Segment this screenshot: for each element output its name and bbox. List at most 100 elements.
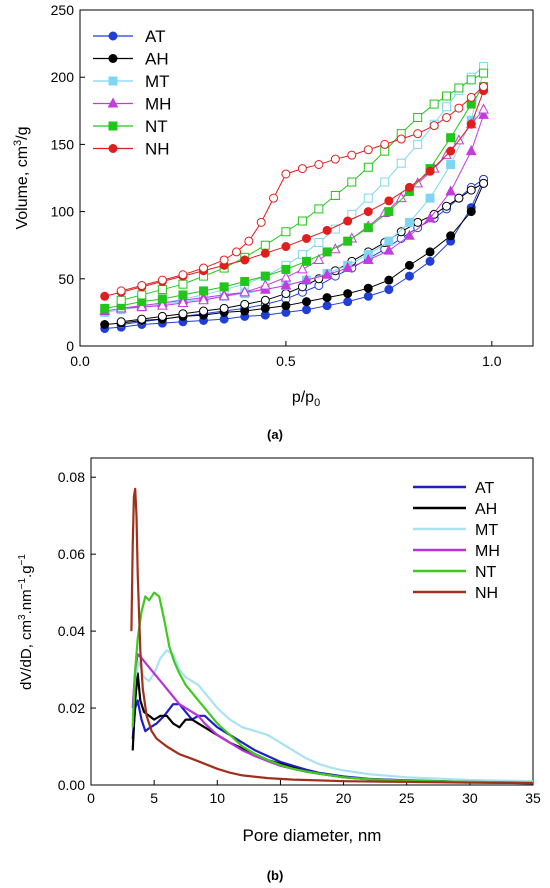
NT-desorption-point bbox=[347, 177, 357, 187]
AT-adsorption-point bbox=[404, 271, 414, 281]
y-tick-label: 50 bbox=[58, 271, 74, 287]
legend-a-label: NT bbox=[145, 117, 168, 136]
AH-adsorption-point bbox=[425, 247, 435, 257]
NT-desorption-point bbox=[157, 285, 167, 295]
AT-adsorption-point bbox=[343, 297, 353, 307]
AH-desorption-point bbox=[479, 178, 489, 188]
legend-a-label: NH bbox=[145, 140, 170, 159]
AT-desorption-line bbox=[121, 178, 484, 325]
x-tick-label: 30 bbox=[462, 790, 478, 806]
AH-desorption-point bbox=[454, 193, 464, 203]
chart-a-frame bbox=[79, 9, 534, 347]
legend-a-label: MH bbox=[145, 95, 171, 114]
MT-desorption-line bbox=[121, 66, 484, 309]
x-tick-label: 10 bbox=[209, 790, 225, 806]
legend-a-marker bbox=[107, 97, 119, 108]
chart-b-legend: AT AH MT MH NT NH bbox=[413, 480, 500, 602]
NT-desorption-point bbox=[466, 75, 476, 85]
NH-desorption-point bbox=[116, 286, 126, 296]
NT-desorption-point bbox=[137, 290, 147, 300]
AH-desorption-point bbox=[178, 309, 188, 319]
legend-a-marker bbox=[108, 76, 118, 86]
NT-adsorption-point bbox=[219, 282, 229, 292]
NH-desorption-point bbox=[256, 217, 266, 227]
AT-adsorption-point bbox=[302, 305, 311, 315]
AH-adsorption-point bbox=[260, 303, 270, 313]
series-MT-line bbox=[131, 649, 534, 783]
y-tick-label: 0.08 bbox=[58, 469, 85, 485]
MH-desorption-point bbox=[259, 279, 271, 290]
series-AH-line bbox=[131, 672, 534, 785]
y-tick-label: 150 bbox=[51, 136, 75, 152]
NT-desorption-line bbox=[121, 72, 484, 301]
NH-desorption-point bbox=[466, 92, 476, 102]
NH-desorption-point bbox=[219, 255, 229, 265]
NT-adsorption-point bbox=[100, 303, 110, 313]
NT-adsorption-point bbox=[240, 276, 250, 286]
legend-a-label: MT bbox=[145, 72, 170, 91]
legend-b-label: MH bbox=[475, 543, 500, 560]
AH-desorption-point bbox=[199, 306, 209, 316]
chart-b-series bbox=[130, 487, 534, 785]
NT-desorption-point bbox=[429, 99, 439, 109]
NH-desorption-point bbox=[231, 247, 241, 257]
chart-b-ticks: 0 5 10 15 20 25 30 35 0.00 0.02 0.04 0.06 0.08 bbox=[58, 469, 541, 806]
MH-adsorption-point bbox=[404, 229, 415, 240]
NH-desorption-point bbox=[454, 103, 464, 113]
series-NH-line bbox=[130, 487, 534, 785]
x-tick-label: 15 bbox=[273, 790, 289, 806]
x-tick-label: 5 bbox=[150, 790, 158, 806]
NH-adsorption-point bbox=[343, 216, 353, 226]
MH-adsorption-point bbox=[280, 279, 292, 290]
AH-desorption-point bbox=[219, 303, 229, 313]
y-tick-label: 200 bbox=[51, 69, 75, 85]
NH-adsorption-point bbox=[100, 291, 110, 301]
NH-desorption-point bbox=[396, 134, 406, 144]
chart-b-frame bbox=[90, 457, 534, 786]
MT-desorption-point bbox=[363, 193, 373, 203]
legend-b-label: NT bbox=[475, 564, 497, 581]
y-tick-label: 0.06 bbox=[58, 546, 85, 562]
NH-adsorption-point bbox=[281, 242, 291, 252]
legend-b-label: NH bbox=[475, 585, 498, 602]
chart-b-x-axis-title: Pore diameter, nm bbox=[243, 826, 382, 845]
MH-adsorption-point bbox=[342, 261, 354, 273]
NT-adsorption-point bbox=[178, 290, 188, 300]
NH-adsorption-point bbox=[466, 119, 476, 129]
NT-adsorption-point bbox=[260, 271, 270, 281]
NH-desorption-point bbox=[269, 193, 279, 203]
AH-desorption-point bbox=[281, 289, 291, 299]
AT-adsorption-point bbox=[425, 256, 435, 266]
NT-adsorption-point bbox=[199, 286, 209, 296]
MH-adsorption-point bbox=[465, 145, 477, 156]
chart-a-legend: AT AH MT MH NT NH bbox=[93, 27, 171, 159]
AT-adsorption-point bbox=[384, 285, 394, 295]
y-tick-label: 0.02 bbox=[58, 700, 85, 716]
AH-desorption-point bbox=[466, 185, 476, 195]
x-tick-label: 0 bbox=[87, 790, 95, 806]
MH-adsorption-point bbox=[301, 274, 312, 285]
MT-adsorption-point bbox=[446, 160, 456, 170]
AH-desorption-point bbox=[137, 314, 147, 324]
NT-desorption-point bbox=[116, 295, 126, 305]
series-NT-line bbox=[131, 591, 534, 784]
AH-desorption-point bbox=[413, 217, 423, 227]
NT-desorption-point bbox=[314, 204, 324, 214]
AH-desorption-point bbox=[116, 317, 126, 327]
x-tick-label: 20 bbox=[336, 790, 352, 806]
MH-adsorption-point bbox=[478, 108, 489, 119]
NT-desorption-point bbox=[363, 162, 373, 172]
AH-adsorption-point bbox=[384, 275, 394, 285]
NT-desorption-point bbox=[442, 91, 452, 101]
MT-desorption-point bbox=[413, 139, 423, 149]
NH-adsorption-point bbox=[425, 166, 435, 176]
legend-b-label: AH bbox=[475, 501, 497, 518]
AH-adsorption-point bbox=[100, 319, 110, 329]
NH-desorption-point bbox=[178, 270, 188, 280]
MH-desorption-point bbox=[177, 296, 189, 307]
NT-adsorption-point bbox=[446, 133, 456, 143]
series-MH bbox=[99, 103, 489, 316]
chart-a-x-axis-title: p/p0 bbox=[292, 389, 320, 409]
AH-desorption-point bbox=[442, 201, 452, 211]
